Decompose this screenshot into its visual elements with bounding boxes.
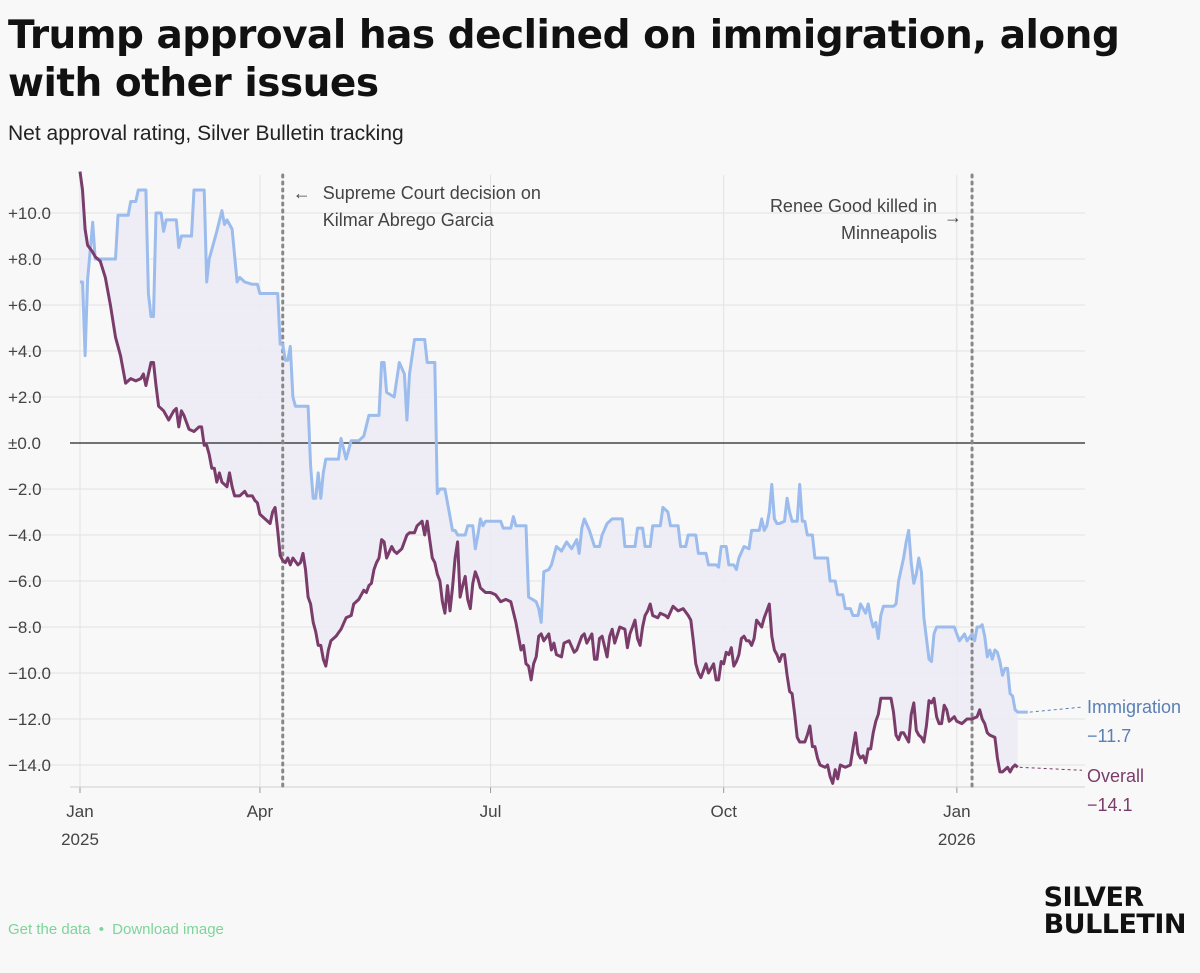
y-tick-label: −10.0 (8, 664, 51, 683)
annotation-arrow: → (944, 207, 962, 227)
brand-line-1: SILVER (1043, 882, 1145, 913)
overall-end-value: −14.1 (1087, 795, 1133, 815)
y-tick-label: +6.0 (8, 296, 42, 315)
annotation-arrow: ← (293, 183, 311, 203)
download-image-link[interactable]: Download image (112, 921, 224, 938)
x-tick-label: Jul (480, 802, 502, 821)
y-tick-label: −2.0 (8, 480, 42, 499)
y-tick-label: +10.0 (8, 204, 51, 223)
y-tick-label: −12.0 (8, 710, 51, 729)
immigration-leader (1029, 706, 1083, 713)
y-tick-label: −4.0 (8, 526, 42, 545)
immigration-end-label: Immigration (1087, 697, 1181, 717)
annotation-text: Renee Good killed in (770, 196, 937, 216)
x-tick-year-label: 2025 (61, 830, 99, 849)
overall-line (78, 171, 1019, 785)
gap-shading (80, 171, 1018, 784)
overall-end-label: Overall (1087, 766, 1144, 786)
chart-subtitle: Net approval rating, Silver Bulletin tra… (8, 122, 404, 145)
footer-links: Get the data • Download image (8, 921, 224, 938)
x-tick-label: Jan (943, 802, 970, 821)
immigration-line (80, 188, 1028, 714)
y-tick-label: −14.0 (8, 756, 51, 775)
immigration-end-value: −11.7 (1087, 726, 1131, 746)
footer-separator: • (98, 921, 104, 938)
y-tick-label: ±0.0 (8, 434, 41, 453)
annotation-text: Minneapolis (841, 223, 937, 243)
x-tick-label: Apr (247, 802, 274, 821)
y-tick-label: −8.0 (8, 618, 42, 637)
y-tick-label: +4.0 (8, 342, 42, 361)
y-tick-label: +2.0 (8, 388, 42, 407)
brand-line-2: BULLETIN (1043, 909, 1187, 940)
annotation-text: Supreme Court decision on (323, 183, 541, 203)
overall-leader (1019, 766, 1083, 771)
chart-title: Trump approval has declined on immigrati… (8, 13, 1120, 106)
x-tick-label: Jan (66, 802, 93, 821)
x-tick-year-label: 2026 (938, 830, 976, 849)
y-tick-label: +8.0 (8, 250, 42, 269)
annotation-text: Kilmar Abrego Garcia (323, 210, 495, 230)
x-tick-label: Oct (710, 802, 737, 821)
approval-chart: +10.0 +8.0 +6.0 +4.0 +2.0 ±0.0 −2.0 −4.0 −6.0 −8.… (8, 171, 1181, 849)
y-tick-label: −6.0 (8, 572, 42, 591)
silver-bulletin-logo: SILVER BULLETIN (1043, 882, 1187, 940)
get-data-link[interactable]: Get the data (8, 921, 91, 938)
